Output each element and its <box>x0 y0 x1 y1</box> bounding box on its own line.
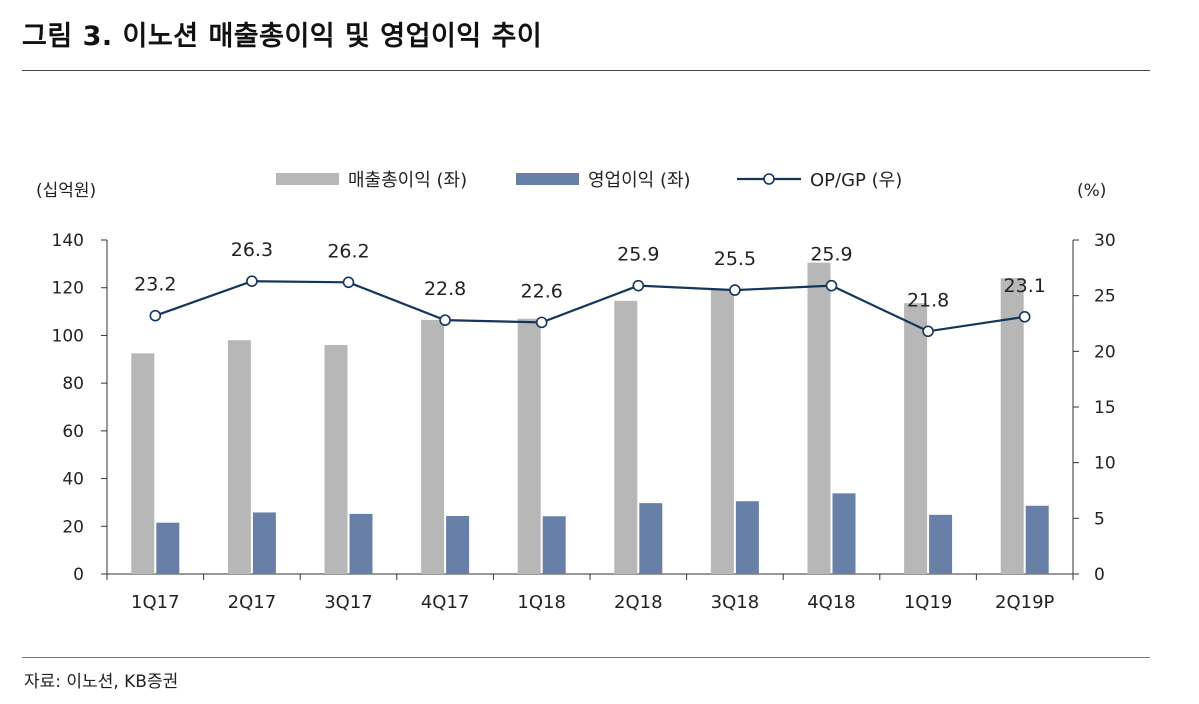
operating-profit-bar <box>832 493 856 574</box>
title-divider <box>22 70 1150 71</box>
left-tick-label: 0 <box>73 565 84 585</box>
op-gp-data-label: 25.9 <box>617 244 659 266</box>
legend-swatch-gross-profit <box>276 173 339 185</box>
legend-label-operating-profit: 영업이익 (좌) <box>588 170 691 191</box>
legend-swatch-operating-profit <box>516 173 579 185</box>
left-tick-label: 80 <box>62 374 84 394</box>
gross-profit-bar <box>421 319 445 574</box>
op-gp-data-label: 23.1 <box>1004 275 1046 297</box>
data-labels: 23.2 26.3 26.2 22.8 22.6 25.9 25.5 25.9 21.8 23.1 <box>134 239 1046 311</box>
op-gp-point <box>632 279 645 292</box>
page-title: 그림 3. 이노션 매출총이익 및 영업이익 추이 <box>22 21 543 52</box>
right-tick-label: 15 <box>1094 398 1116 418</box>
op-gp-point <box>439 314 451 326</box>
op-gp-point <box>535 316 548 329</box>
op-gp-point <box>246 275 258 287</box>
x-tick-label: 4Q18 <box>807 592 856 613</box>
right-axis-unit: (%) <box>1077 181 1106 201</box>
source-note: 자료: 이노션, KB증권 <box>24 672 179 692</box>
left-tick-label: 60 <box>62 422 84 442</box>
operating-profit-bar <box>639 503 663 574</box>
gross-profit-bar <box>517 318 541 574</box>
op-gp-point <box>922 325 934 338</box>
op-gp-data-label: 25.9 <box>810 244 852 266</box>
left-tick-label: 120 <box>52 279 84 299</box>
legend: 매출총이익 (좌) 영업이익 (좌) OP/GP (우) <box>276 170 902 191</box>
operating-profit-bar <box>349 513 373 574</box>
operating-profit-bars <box>156 493 1049 574</box>
left-axis-unit: (십억원) <box>36 181 96 201</box>
right-tick-label: 10 <box>1094 454 1116 474</box>
op-gp-point <box>1018 311 1031 323</box>
operating-profit-bar <box>446 516 470 574</box>
right-tick-label: 5 <box>1094 509 1105 529</box>
gross-profit-bar <box>710 288 734 574</box>
x-tick-label: 1Q18 <box>517 592 566 613</box>
operating-profit-bar <box>542 516 566 574</box>
gross-profit-bars <box>131 262 1024 574</box>
op-gp-data-label: 21.8 <box>907 289 949 311</box>
operating-profit-bar <box>1025 505 1049 574</box>
x-tick-label: 4Q17 <box>421 592 470 613</box>
x-tick-label: 2Q19P <box>995 592 1055 613</box>
op-gp-point <box>149 309 162 322</box>
op-gp-data-label: 22.8 <box>424 278 466 300</box>
left-tick-label: 40 <box>62 470 84 490</box>
operating-profit-bar <box>735 501 759 574</box>
op-gp-data-label: 26.2 <box>327 240 369 262</box>
right-tick-label: 0 <box>1094 565 1105 585</box>
op-gp-line <box>149 275 1031 338</box>
op-gp-point <box>342 276 355 289</box>
x-tick-label: 1Q19 <box>904 592 953 613</box>
right-tick-label: 25 <box>1094 287 1116 307</box>
gross-profit-bar <box>807 262 831 574</box>
left-tick-label: 140 <box>52 231 84 251</box>
axes: 0 20 40 60 80 100 120 140 0 5 10 15 20 25 30 1Q17 2Q17 3Q… <box>36 181 1116 613</box>
x-tick-label: 2Q18 <box>614 592 663 613</box>
op-gp-data-label: 22.6 <box>521 280 563 302</box>
x-tick-label: 2Q17 <box>228 592 277 613</box>
x-tick-label: 3Q17 <box>324 592 373 613</box>
x-tick-label: 1Q17 <box>131 592 180 613</box>
op-gp-data-label: 25.5 <box>714 248 756 270</box>
gross-profit-bar <box>904 303 928 574</box>
left-tick-label: 20 <box>62 517 84 537</box>
right-tick-label: 20 <box>1094 342 1116 362</box>
gross-profit-bar <box>614 300 638 574</box>
op-gp-data-label: 23.2 <box>134 274 176 296</box>
right-tick-label: 30 <box>1094 231 1116 251</box>
operating-profit-bar <box>929 514 953 574</box>
gross-profit-bar <box>227 340 251 574</box>
legend-label-gross-profit: 매출총이익 (좌) <box>348 170 467 191</box>
legend-label-op-gp: OP/GP (우) <box>810 170 902 191</box>
left-tick-label: 100 <box>52 326 84 346</box>
op-gp-data-label: 26.3 <box>231 239 273 261</box>
operating-profit-bar <box>252 512 276 574</box>
x-tick-label: 3Q18 <box>711 592 760 613</box>
gross-profit-bar <box>131 353 155 574</box>
op-gp-point <box>729 284 741 296</box>
footer-divider <box>22 657 1150 658</box>
gross-profit-bar <box>1000 278 1024 574</box>
op-gp-series-line <box>154 280 1025 333</box>
operating-profit-bar <box>156 522 180 574</box>
legend-swatch-op-gp-marker <box>763 173 775 185</box>
gross-profit-bar <box>324 344 348 574</box>
op-gp-point <box>825 279 838 292</box>
